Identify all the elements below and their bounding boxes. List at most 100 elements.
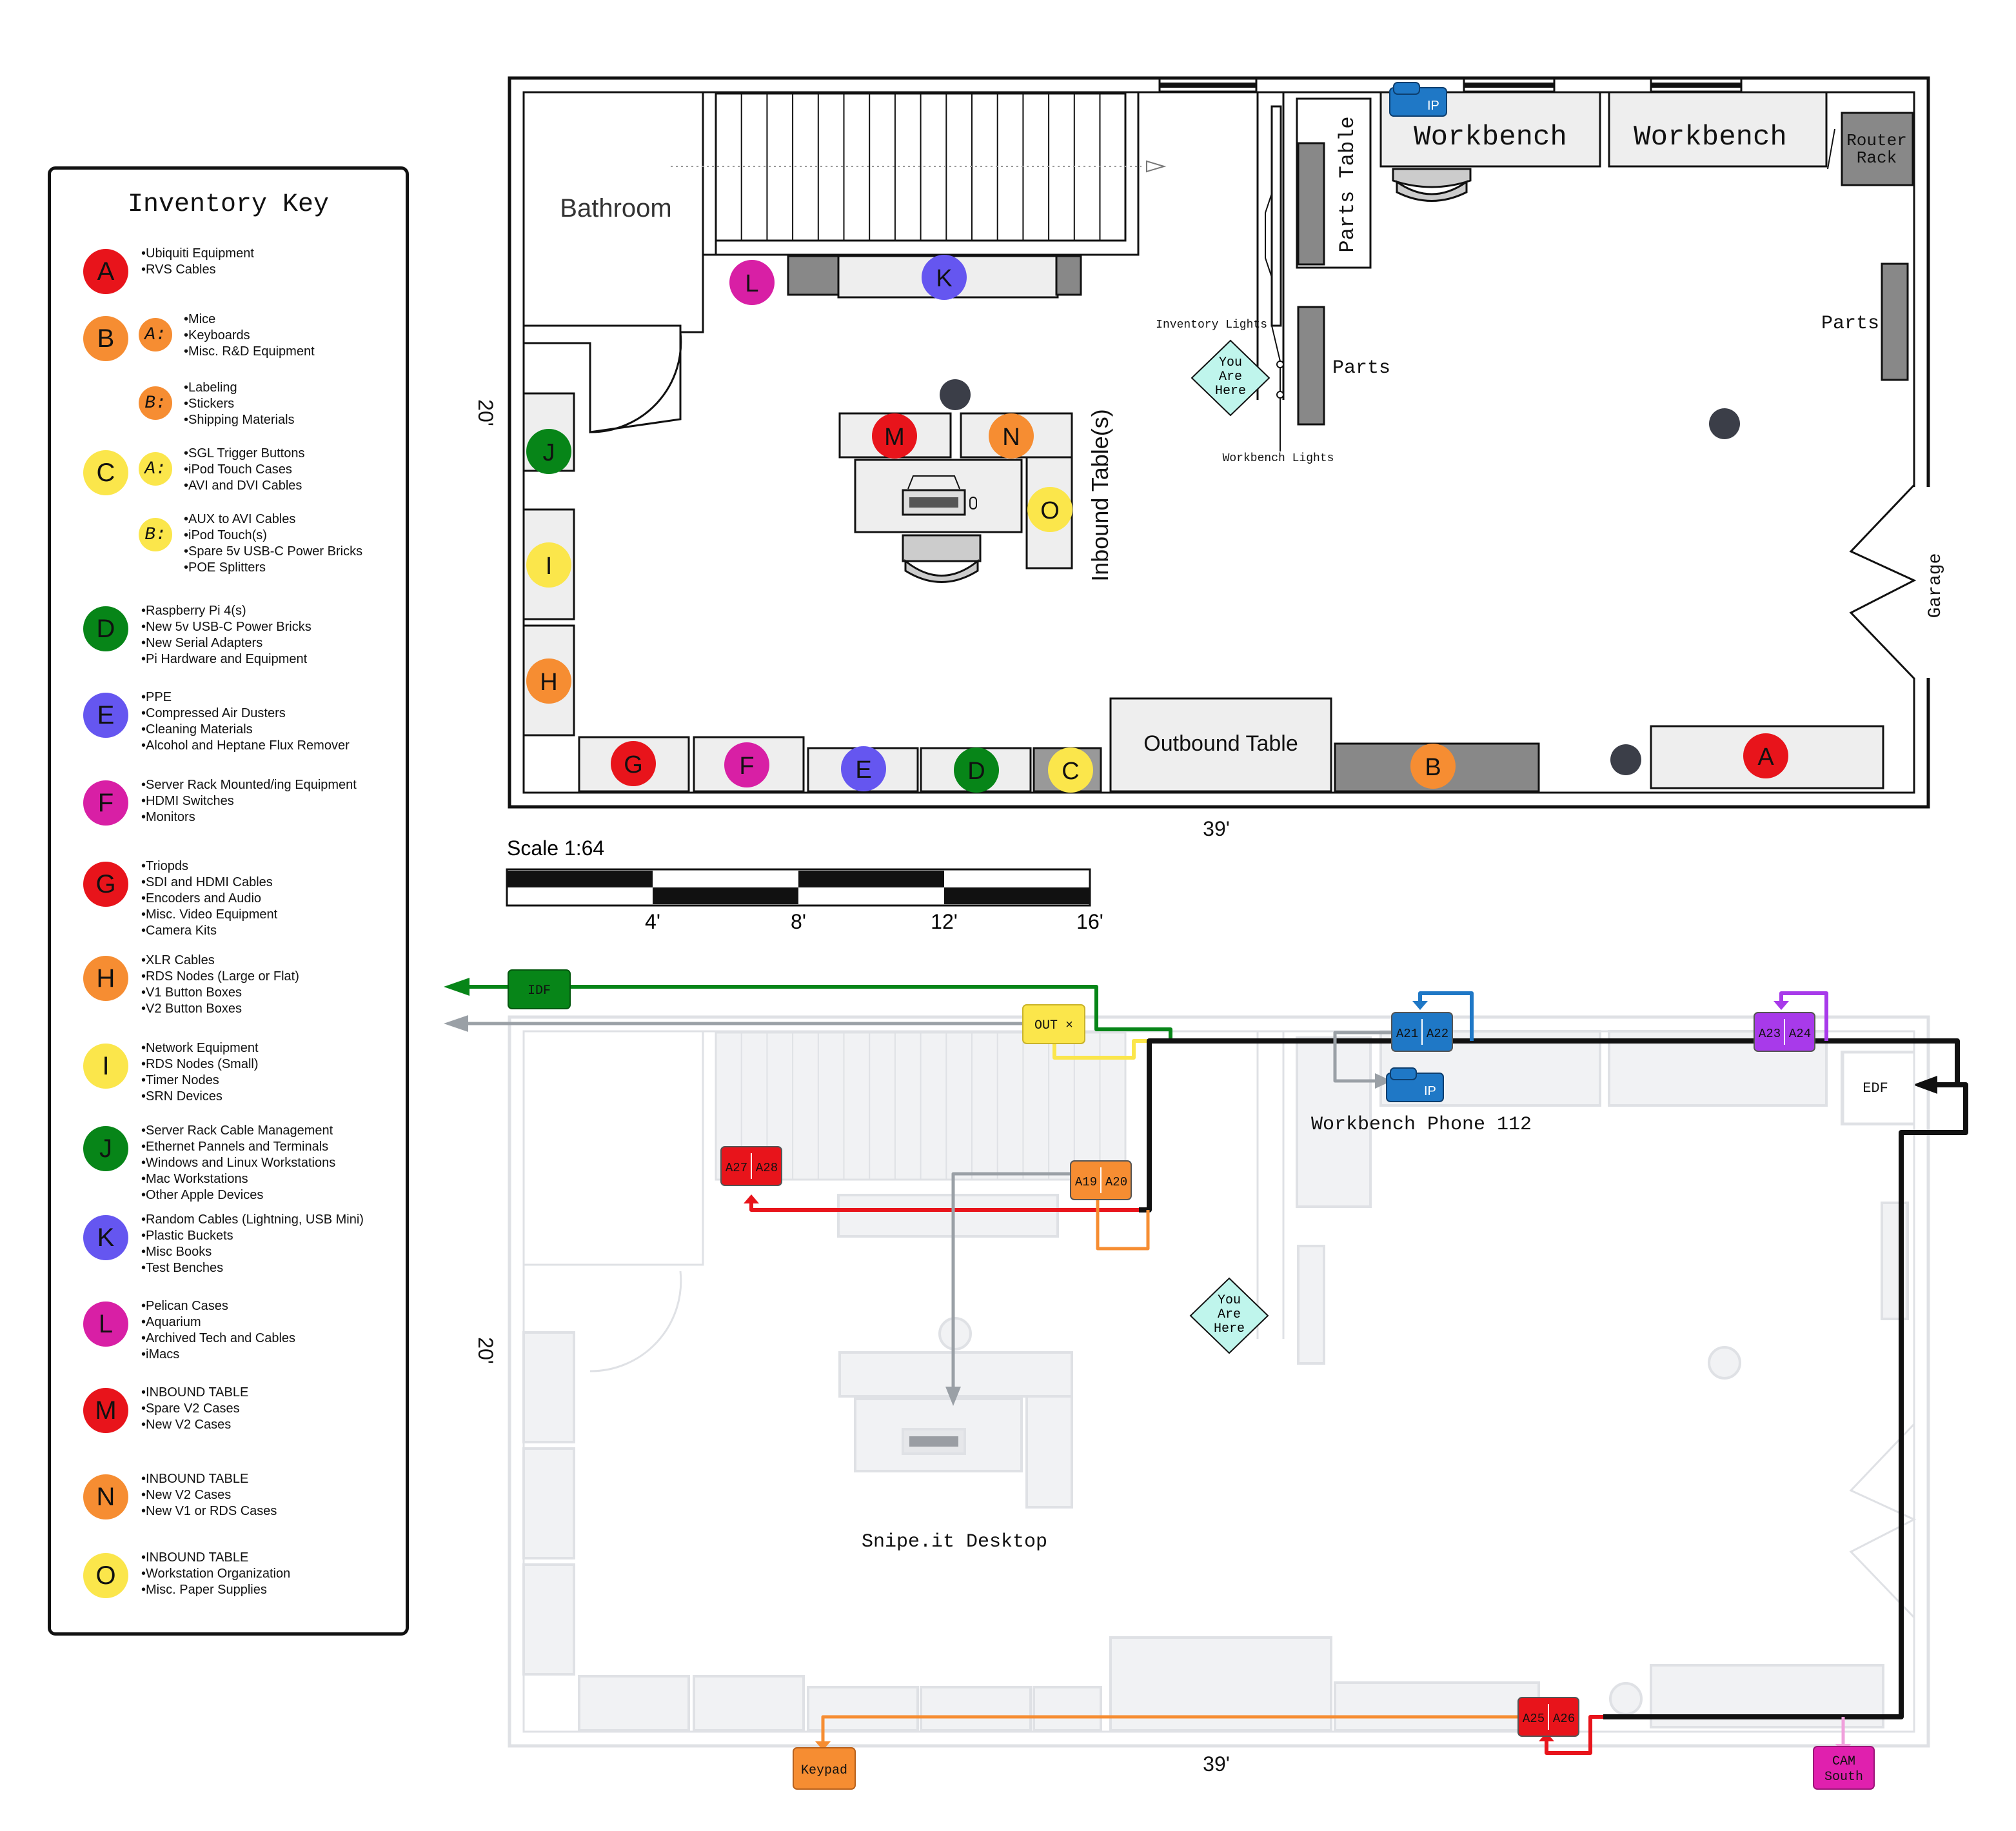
here-label: Here [1215, 384, 1246, 399]
bottom-floor-plan [508, 1015, 1930, 1748]
key-badge: B [83, 316, 128, 361]
marker-l: L [729, 260, 775, 305]
workbench-label-2: Workbench [1634, 121, 1787, 153]
key-bullets: AUX to AVI CablesiPod Touch(s)Spare 5v U… [184, 511, 362, 576]
are-label: Are [1219, 370, 1242, 384]
height-dimension-2: 20' [474, 1337, 497, 1364]
bathroom-label: Bathroom [560, 194, 671, 223]
port-a: A19 [1075, 1175, 1097, 1189]
key-bullet: Spare V2 Cases [141, 1401, 248, 1417]
marker-circle [954, 747, 999, 793]
key-bullet: INBOUND TABLE [141, 1385, 248, 1401]
key-badge: J [83, 1126, 128, 1171]
patch-port-a21-a22[interactable]: A21 A22 [1391, 1012, 1453, 1052]
top-floor-plan: IP [508, 76, 1932, 809]
top-floor-labels: Bathroom Workbench Workbench Router Rack… [474, 116, 1946, 840]
idf-node[interactable] [508, 969, 571, 1009]
marker-circle [841, 746, 886, 791]
key-bullet: Plastic Buckets [141, 1228, 364, 1244]
key-bullet: SGL Trigger Buttons [184, 446, 304, 462]
key-bullet: Spare 5v USB-C Power Bricks [184, 544, 362, 560]
cable-runs [444, 978, 1968, 1755]
key-bullet: RDS Nodes (Small) [141, 1056, 259, 1073]
inbound-tables-label: Inbound Table(s) [1087, 409, 1113, 582]
marker-circle [724, 742, 769, 787]
marker-c: C [1048, 747, 1093, 793]
marker-circle [872, 413, 917, 459]
key-badge: H [83, 956, 128, 1001]
network-nodes: IDF OUT × EDF Keypad CAM South [508, 969, 1915, 1790]
marker-a: A [1743, 733, 1788, 778]
marker-circle [729, 260, 775, 305]
router-rack [1841, 112, 1914, 186]
key-bullet: Network Equipment [141, 1040, 259, 1056]
key-badge: O [83, 1553, 128, 1598]
key-bullet: Ethernet Pannels and Terminals [141, 1139, 335, 1155]
chair [902, 534, 982, 562]
height-dimension: 20' [474, 399, 497, 426]
patch-port-a27-a28[interactable]: A27 A28 [720, 1146, 782, 1186]
key-bullet: Misc. Paper Supplies [141, 1582, 290, 1598]
pillar [940, 379, 971, 410]
key-bullet: RVS Cables [141, 262, 254, 278]
key-bullets: LabelingStickersShipping Materials [184, 380, 295, 428]
key-bullet: Timer Nodes [141, 1073, 259, 1089]
scale-title: Scale 1:64 [507, 836, 604, 860]
marker-letter: I [546, 553, 553, 580]
patch-port-a23-a24[interactable]: A23 A24 [1754, 1012, 1815, 1052]
key-bullet: Other Apple Devices [141, 1187, 335, 1203]
blue-cable [1418, 991, 1474, 1041]
key-bullet: Workstation Organization [141, 1566, 290, 1582]
marker-letter: K [936, 265, 952, 292]
parts-label-2: Parts [1821, 313, 1879, 335]
purple-cable [1779, 991, 1828, 1041]
key-bullets: XLR CablesRDS Nodes (Large or Flat)V1 Bu… [141, 953, 299, 1017]
you-are-here-marker: You Are Here [1191, 339, 1270, 417]
port-b: A26 [1553, 1712, 1575, 1726]
key-bullet: PPE [141, 689, 350, 706]
key-bullets: INBOUND TABLEWorkstation OrganizationMis… [141, 1550, 290, 1598]
network-labels: Workbench Phone 112 Snipe.it Desktop 39'… [474, 1114, 1532, 1776]
key-bullet: Compressed Air Dusters [141, 706, 350, 722]
patch-port-a25-a26[interactable]: A25 A26 [1517, 1697, 1579, 1737]
marker-i: I [526, 542, 571, 588]
key-badge: L [83, 1301, 128, 1347]
green-cable [464, 985, 1172, 1041]
south-label: South [1824, 1770, 1863, 1785]
key-bullet: Shipping Materials [184, 412, 295, 428]
key-bullet: New Serial Adapters [141, 635, 311, 651]
marker-circle [526, 658, 571, 704]
marker-letter: F [739, 753, 754, 780]
yellow-cable [1052, 1039, 1171, 1060]
grey-desktop-cable [951, 1172, 1072, 1394]
marker-letter: E [855, 757, 871, 784]
key-bullet: Ubiquiti Equipment [141, 246, 254, 262]
key-bullets: Network EquipmentRDS Nodes (Small)Timer … [141, 1040, 259, 1105]
key-badge: G [83, 862, 128, 907]
marker-letter: O [1040, 497, 1060, 524]
key-bullet: Camera Kits [141, 923, 277, 939]
out-label: OUT × [1034, 1018, 1073, 1033]
key-bullets: TriopdsSDI and HDMI CablesEncoders and A… [141, 858, 277, 939]
scale-tick: 4' [645, 910, 660, 933]
inventory-lights-label: Inventory Lights [1156, 319, 1267, 332]
marker-letter: G [624, 751, 643, 778]
cam-label: CAM [1832, 1754, 1855, 1769]
idf-label: IDF [528, 984, 551, 998]
marker-circle [526, 542, 571, 588]
port-a: A27 [726, 1161, 747, 1175]
key-bullet: AUX to AVI Cables [184, 511, 362, 528]
key-bullets: PPECompressed Air DustersCleaning Materi… [141, 689, 350, 754]
scale-tick: 12' [931, 910, 958, 933]
port-a: A25 [1523, 1712, 1545, 1726]
you-label: You [1219, 355, 1242, 370]
patch-port-a19-a20[interactable]: A19 A20 [1070, 1160, 1132, 1200]
outbound-table-label: Outbound Table [1143, 731, 1298, 756]
orange-cable [1096, 1198, 1150, 1251]
cam-south-node[interactable] [1813, 1746, 1875, 1790]
marker-circle [1743, 733, 1788, 778]
edf-node[interactable] [1842, 1051, 1915, 1125]
keypad-node[interactable] [793, 1747, 856, 1790]
pillar [1709, 408, 1740, 439]
out-node[interactable] [1022, 1004, 1085, 1044]
